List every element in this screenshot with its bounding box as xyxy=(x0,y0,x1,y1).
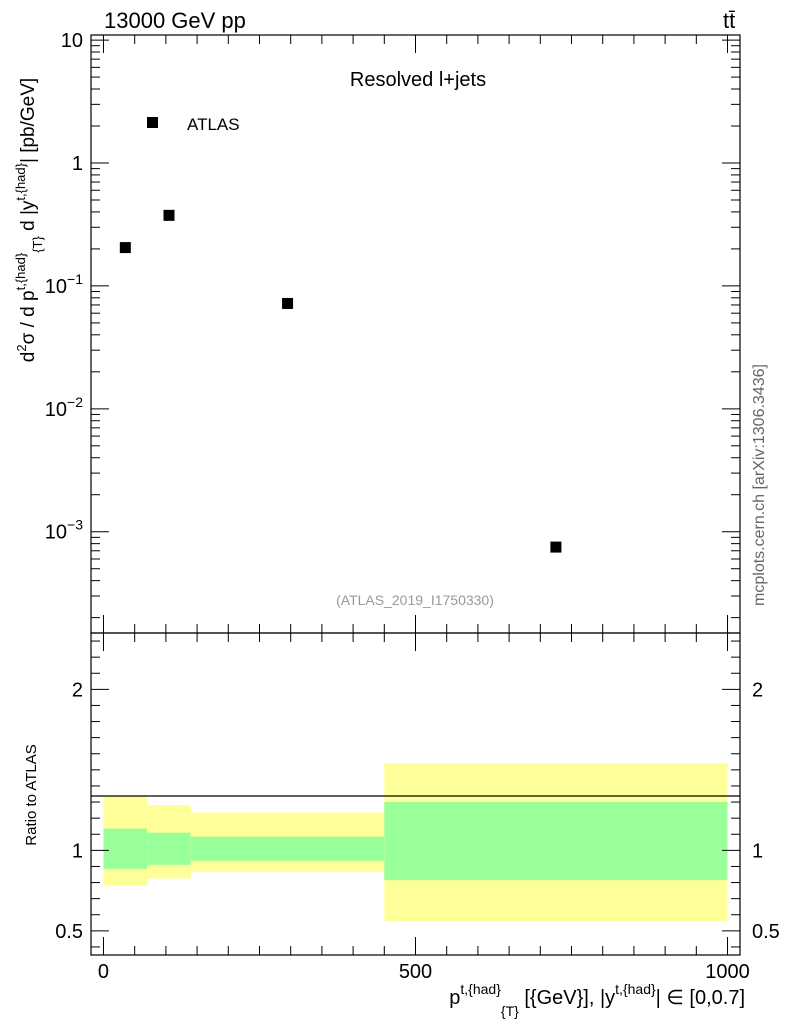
uncertainty-band-inner xyxy=(190,836,385,861)
main-ylabel: d2σ / d pt,{had}{T} d |yt,{had}| [pb/GeV… xyxy=(13,78,45,362)
x-axis-label: pt,{had}{T} [{GeV}], |yt,{had}| ∈ [0,0.7… xyxy=(449,981,745,1019)
ratio-frame xyxy=(90,632,741,956)
ratio-y-tick-label: 0.5 xyxy=(55,921,83,943)
x-tick-label: 1000 xyxy=(705,961,750,983)
side-label: mcplots.cern.ch [arXiv:1306.3436] xyxy=(751,364,768,606)
legend-label: ATLAS xyxy=(187,115,240,134)
ratio-y-tick-label: 2 xyxy=(72,679,83,701)
uncertainty-band-inner xyxy=(147,832,191,865)
energy-label: 13000 GeV pp xyxy=(104,8,246,33)
data-point xyxy=(550,541,562,553)
ratio-y-tick-label-right: 1 xyxy=(752,840,763,862)
ratio-axes: 2 2 1 1 0.5 0.5 0 500 1000 xyxy=(55,633,780,983)
ratio-y-tick-label-right: 0.5 xyxy=(752,921,780,943)
ratio-y-tick-label: 1 xyxy=(72,840,83,862)
y-tick-label: 10 xyxy=(61,30,83,52)
y-tick-label: 1 xyxy=(72,153,83,175)
analysis-id: (ATLAS_2019_I1750330) xyxy=(336,592,494,608)
y-tick-label: 10−2 xyxy=(45,394,83,421)
data-point xyxy=(119,242,131,254)
uncertainty-band-inner xyxy=(384,802,728,881)
main-title: Resolved l+jets xyxy=(350,69,486,91)
y-tick-label: 10−1 xyxy=(45,271,83,298)
main-panel: 10 1 10−1 10−2 10−3 Resolved l+jets ATLAS (A… xyxy=(45,30,741,634)
ratio-panel: 2 2 1 1 0.5 0.5 0 500 1000 xyxy=(55,632,780,983)
x-tick-label: 0 xyxy=(98,961,109,983)
main-axes: 10 1 10−1 10−2 10−3 xyxy=(45,30,740,633)
data-point xyxy=(163,209,175,221)
process-label: tt̄ xyxy=(723,8,735,33)
legend-marker xyxy=(147,117,158,128)
data-points xyxy=(119,209,562,553)
ratio-bands xyxy=(103,763,728,922)
x-tick-label: 500 xyxy=(399,961,432,983)
ratio-ylabel: Ratio to ATLAS xyxy=(23,744,40,845)
data-point xyxy=(282,297,294,309)
ratio-y-tick-label-right: 2 xyxy=(752,679,763,701)
y-tick-label: 10−3 xyxy=(45,517,83,544)
uncertainty-band-inner xyxy=(103,828,148,869)
